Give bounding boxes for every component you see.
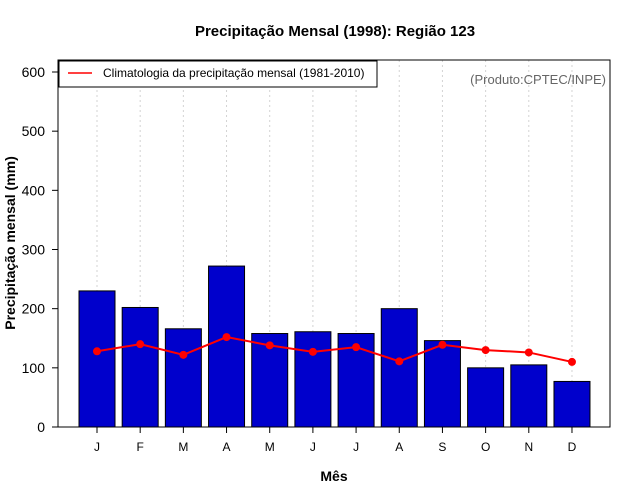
x-tick-label: S [438, 440, 446, 454]
x-tick-label: J [353, 440, 359, 454]
bar [380, 308, 418, 428]
chart-title: Precipitação Mensal (1998): Região 123 [195, 23, 475, 40]
climatology-point [308, 347, 317, 356]
climatology-point [93, 347, 101, 356]
bar [294, 331, 332, 428]
climatology-point [265, 341, 274, 350]
plot-frame [57, 59, 611, 428]
y-tick-label: 300 [22, 242, 46, 258]
bar-series [78, 265, 591, 428]
x-tick-label: M [178, 440, 188, 454]
legend: Climatologia da precipitação mensal (198… [58, 60, 378, 88]
climatology-point [395, 357, 404, 366]
x-tick-label: O [481, 440, 490, 454]
credit-text: (Produto:CPTEC/INPE) [470, 72, 606, 87]
bar [208, 265, 246, 428]
x-tick-label: A [395, 440, 403, 454]
climatology-point [481, 346, 490, 355]
y-tick-label: 100 [22, 360, 46, 376]
legend-label: Climatologia da precipitação mensal (198… [103, 66, 364, 80]
bar [423, 340, 461, 428]
x-tick-label: N [524, 440, 533, 454]
y-tick-label: 500 [22, 123, 46, 139]
climatology-point [524, 348, 533, 357]
climatology-point [438, 340, 447, 349]
y-axis: 0 100 200 300 400 500 600 [22, 64, 58, 435]
climatology-line [96, 336, 573, 363]
bar [510, 364, 548, 428]
bar [121, 306, 159, 428]
y-tick-label: 400 [22, 182, 46, 198]
bar [467, 367, 505, 428]
x-tick-label: F [137, 440, 144, 454]
legend-box [58, 60, 378, 88]
y-tick-label: 0 [37, 419, 45, 435]
climatology-point [222, 333, 231, 342]
bar [553, 380, 591, 428]
bar [78, 290, 116, 428]
climatology-point [179, 350, 188, 359]
y-tick-label: 200 [22, 301, 46, 317]
x-axis-label: Mês [320, 468, 347, 484]
x-tick-label: A [223, 440, 231, 454]
x-tick-label: J [94, 440, 100, 454]
bar [164, 328, 202, 428]
x-tick-label: M [265, 440, 275, 454]
x-tick-label: J [310, 440, 316, 454]
climatology-point [136, 340, 145, 349]
climatology-line-series [93, 333, 576, 366]
climatology-point [352, 343, 361, 352]
y-tick-label: 600 [22, 64, 46, 80]
y-axis-label: Precipitação mensal (mm) [2, 156, 18, 330]
climatology-point [567, 357, 576, 366]
x-tick-label: D [568, 440, 577, 454]
